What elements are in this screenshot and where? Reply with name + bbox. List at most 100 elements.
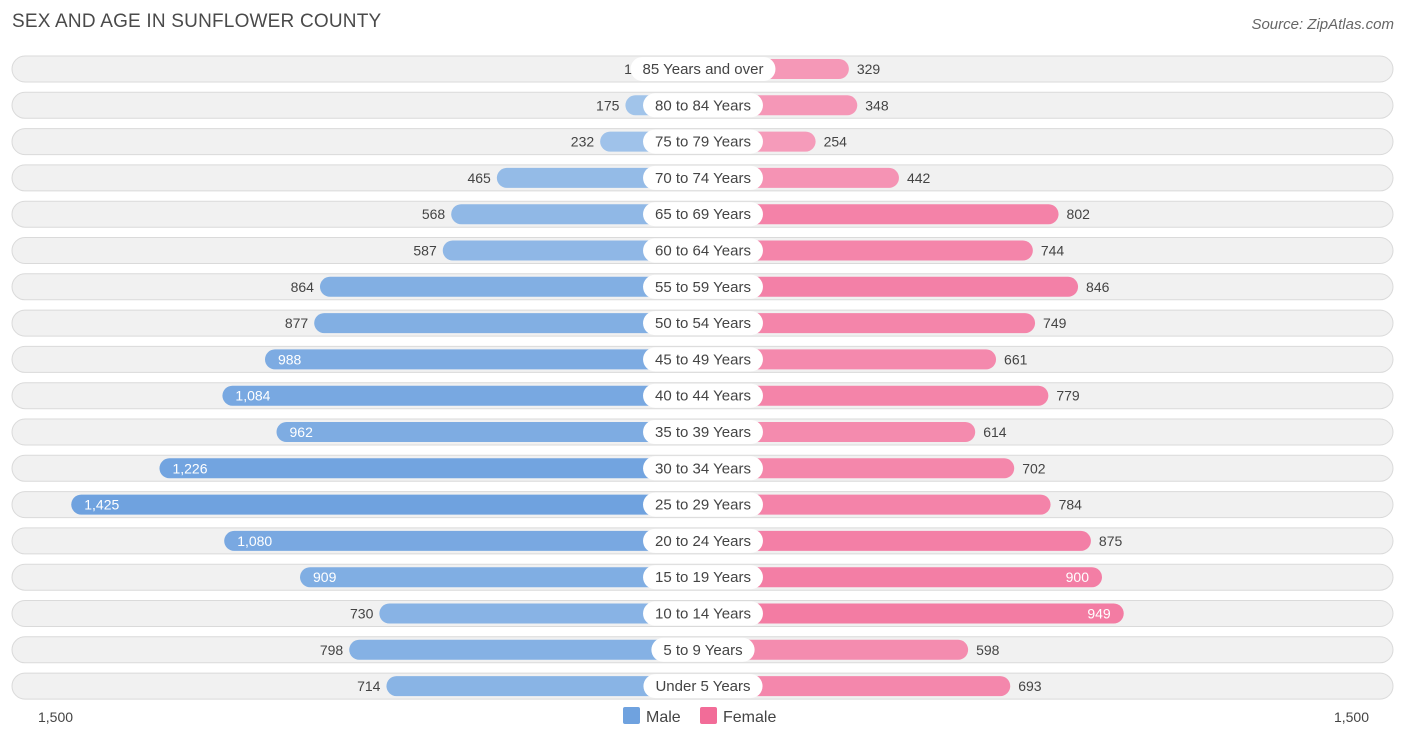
category-label: 20 to 24 Years [655, 533, 751, 550]
value-label-female: 779 [1056, 388, 1080, 404]
bar-female [703, 240, 1033, 261]
category-pill [630, 57, 776, 81]
age-row: 877 749 50 to 54 Years [11, 309, 1394, 337]
value-label-male: 1,226 [172, 460, 207, 476]
axis-label-left: 1,500 [38, 709, 73, 725]
chart-title: SEX AND AGE IN SUNFLOWER COUNTY [12, 11, 382, 32]
age-row: 909 900 15 to 19 Years [11, 563, 1394, 591]
value-label-female: 348 [865, 97, 889, 113]
bar-female [703, 349, 997, 370]
category-label: 75 to 79 Years [655, 134, 751, 151]
bar-female [703, 494, 1051, 515]
age-row: 714 693 Under 5 Years [11, 672, 1394, 700]
age-row: 1,080 875 20 to 24 Years [11, 527, 1394, 555]
category-label: 60 to 64 Years [655, 243, 751, 260]
bar-female [703, 639, 969, 660]
bar-female [703, 313, 1036, 334]
bar-male [300, 567, 703, 588]
category-pill [643, 456, 763, 481]
value-label-female: 784 [1059, 497, 1083, 513]
value-label-male: 175 [596, 97, 620, 113]
legend: Male Female [623, 707, 776, 726]
age-row: 232 254 75 to 79 Years [11, 128, 1394, 156]
category-pill [643, 311, 763, 336]
category-label: 65 to 69 Years [655, 206, 751, 223]
age-row: 730 949 10 to 14 Years [11, 600, 1394, 627]
value-label-female: 329 [857, 61, 881, 77]
category-label: 5 to 9 Years [663, 642, 742, 659]
bar-male [276, 422, 703, 442]
category-label: 10 to 14 Years [655, 606, 751, 623]
category-pill [643, 93, 763, 118]
bar-male [319, 276, 703, 297]
age-row: 798 598 5 to 9 Years [11, 636, 1394, 664]
value-label-male: 1,425 [84, 497, 119, 513]
legend-label-female: Female [723, 709, 776, 726]
bar-female [703, 603, 1124, 624]
category-label: 30 to 34 Years [655, 460, 751, 477]
category-pill [643, 420, 763, 444]
category-pill [643, 129, 763, 154]
age-row: 175 348 80 to 84 Years [11, 91, 1394, 119]
value-label-female: 744 [1041, 243, 1065, 259]
category-pill [643, 674, 763, 699]
bar-male [379, 603, 703, 624]
value-label-male: 877 [285, 315, 309, 331]
bar-male [71, 494, 703, 515]
legend-label-male: Male [646, 709, 681, 726]
value-label-male: 1,084 [235, 388, 270, 404]
age-row: 1,226 702 30 to 34 Years [11, 454, 1394, 482]
value-label-male: 587 [413, 243, 437, 259]
category-label: Under 5 Years [655, 678, 750, 695]
bar-male [349, 639, 703, 660]
value-label-male: 730 [350, 606, 374, 622]
bar-female [703, 676, 1011, 697]
value-label-male: 909 [313, 569, 337, 585]
value-label-female: 693 [1018, 678, 1042, 694]
value-label-male: 864 [291, 279, 315, 295]
age-row: 11432985 Years and over [11, 55, 1394, 83]
value-label-male: 465 [467, 170, 491, 186]
bar-female [703, 567, 1102, 588]
age-row: 988 661 45 to 49 Years [11, 345, 1394, 373]
x-axis: 1,500 1,500 [38, 709, 1369, 725]
value-label-male: 714 [357, 678, 381, 694]
age-row: 587 744 60 to 64 Years [11, 237, 1394, 264]
value-label-male: 568 [422, 206, 446, 222]
category-pill [643, 274, 763, 299]
bar-female [703, 276, 1079, 297]
value-label-female: 614 [983, 424, 1007, 440]
age-row: 1,084 779 40 to 44 Years [11, 382, 1394, 410]
age-row: 568 802 65 to 69 Years [11, 200, 1394, 228]
category-pill [643, 383, 763, 408]
bar-male [314, 313, 703, 334]
age-row: 1,425 784 25 to 29 Years [11, 491, 1394, 519]
value-label-female: 661 [1004, 351, 1028, 367]
value-label-female: 702 [1022, 460, 1046, 476]
value-label-male: 962 [290, 424, 314, 440]
bar-female [703, 204, 1059, 225]
value-label-female: 254 [824, 134, 848, 150]
category-pill [643, 492, 763, 517]
category-pill [643, 601, 763, 626]
category-label: 80 to 84 Years [655, 97, 751, 114]
value-label-female: 949 [1087, 606, 1111, 622]
legend-swatch-female [700, 707, 717, 724]
value-label-male: 798 [320, 642, 344, 658]
category-label: 25 to 29 Years [655, 497, 751, 514]
category-label: 40 to 44 Years [655, 388, 751, 405]
category-pill [643, 565, 763, 590]
bar-male [386, 676, 703, 697]
legend-swatch-male [623, 707, 640, 724]
category-label: 70 to 74 Years [655, 170, 751, 187]
category-label: 35 to 39 Years [655, 424, 751, 441]
value-label-female: 875 [1099, 533, 1123, 549]
value-label-female: 749 [1043, 315, 1067, 331]
value-label-female: 802 [1067, 206, 1091, 222]
age-row: 465 442 70 to 74 Years [11, 164, 1394, 192]
category-pill [643, 528, 763, 553]
age-row: 864 846 55 to 59 Years [11, 273, 1394, 301]
bar-male [442, 240, 703, 261]
category-pill [643, 347, 763, 372]
